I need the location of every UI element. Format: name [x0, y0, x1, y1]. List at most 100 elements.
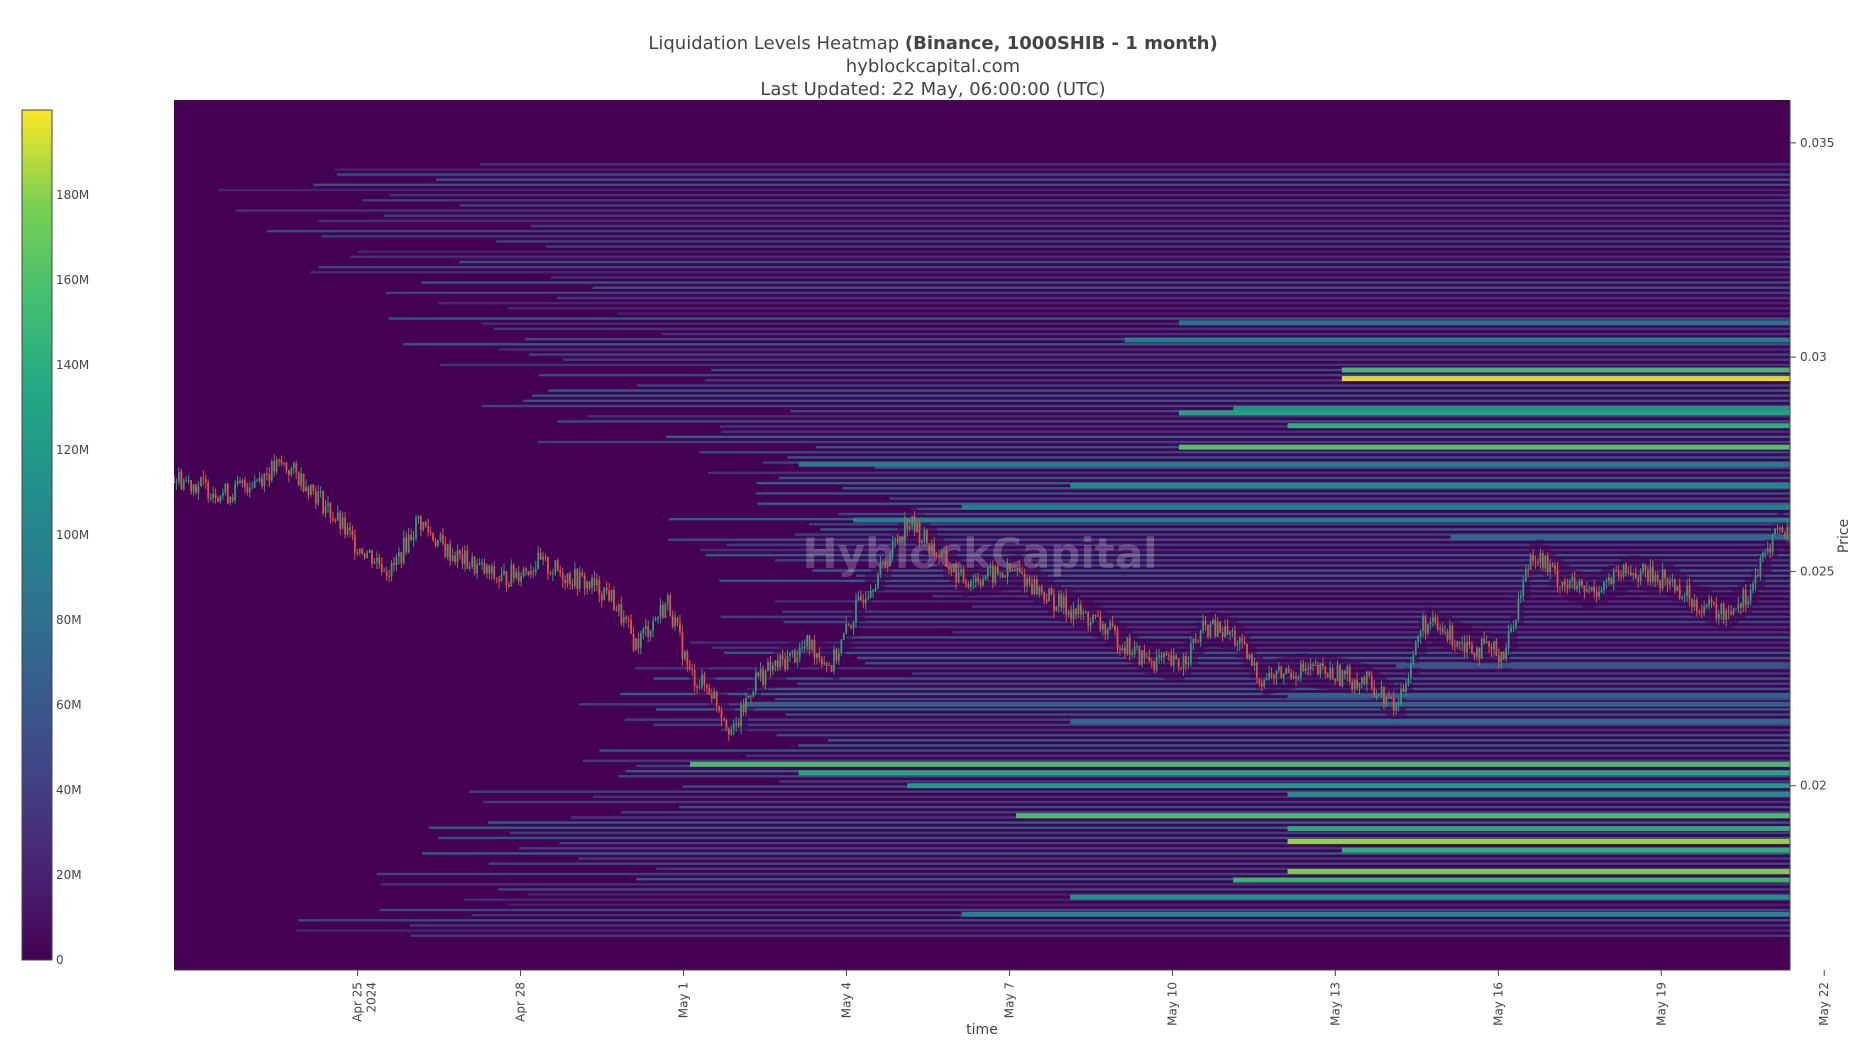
- colorbar: 0 20M 40M 60M 80M 100M 120M 140M 160M 180M: [21, 109, 89, 967]
- price-candle: [1339, 665, 1341, 686]
- liquidation-band: [907, 783, 1790, 789]
- price-candle: [454, 555, 457, 562]
- y-tick-label: 0.02: [1800, 779, 1827, 793]
- price-candle: [982, 579, 984, 586]
- price-candle: [921, 541, 923, 543]
- price-candle: [292, 463, 295, 469]
- price-candle: [1661, 569, 1664, 589]
- price-clear-zone: [1073, 593, 1081, 629]
- price-candle: [886, 565, 889, 567]
- price-candle: [779, 655, 782, 668]
- price-candle: [1573, 577, 1576, 590]
- price-candle: [1302, 663, 1305, 671]
- price-clear-zone: [897, 521, 905, 556]
- price-clear-zone: [1366, 665, 1374, 700]
- price-candle: [358, 549, 361, 553]
- price-candle: [1449, 625, 1451, 640]
- price-candle: [1226, 626, 1229, 635]
- price-candle: [801, 647, 804, 649]
- colorbar-tick-label: 120M: [56, 443, 89, 457]
- price-candle: [334, 519, 337, 521]
- price-clear-zone: [812, 630, 820, 665]
- price-candle: [1375, 695, 1378, 698]
- heatmap-row: [856, 574, 1790, 577]
- price-clear-zone: [415, 509, 423, 544]
- price-candle: [410, 535, 413, 541]
- price-candle: [1527, 569, 1530, 571]
- price-candle: [593, 578, 596, 586]
- price-candle: [1666, 578, 1669, 585]
- price-candle: [930, 543, 933, 551]
- liquidation-band: [1233, 877, 1790, 883]
- chart-title-main: Liquidation Levels Heatmap: [648, 33, 905, 54]
- price-candle: [383, 571, 386, 573]
- price-candle: [207, 481, 210, 499]
- price-candle: [1512, 626, 1515, 628]
- price-candle: [1050, 588, 1053, 595]
- price-candle: [256, 480, 259, 482]
- heatmap-row: [774, 559, 1790, 562]
- price-candle: [1649, 566, 1652, 582]
- price-candle: [686, 651, 689, 665]
- price-clear-zone: [1699, 586, 1707, 621]
- liquidation-band: [961, 911, 1790, 917]
- price-clear-zone: [506, 559, 514, 595]
- price-candle: [862, 599, 865, 604]
- price-clear-zone: [956, 556, 964, 592]
- price-candle: [1084, 612, 1087, 614]
- price-candle: [1639, 571, 1642, 581]
- price-candle: [1683, 596, 1686, 598]
- price-clear-zone: [389, 552, 397, 587]
- price-candle: [925, 530, 928, 544]
- price-candle: [1346, 666, 1349, 675]
- price-candle: [1304, 668, 1307, 671]
- price-clear-zone: [213, 472, 221, 507]
- price-clear-zone: [1034, 568, 1042, 604]
- price-candle: [1246, 643, 1248, 659]
- heatmap-row: [545, 245, 1790, 248]
- price-candle: [1358, 682, 1361, 688]
- price-candle: [1576, 586, 1578, 590]
- price-clear-zone: [1086, 600, 1094, 635]
- price-candle: [1444, 631, 1446, 633]
- heatmap-row: [528, 353, 1790, 356]
- price-candle: [493, 566, 496, 579]
- price-candle: [864, 598, 867, 604]
- price-candle: [1549, 563, 1552, 572]
- colorbar-tick-label: 100M: [56, 528, 89, 542]
- price-candle: [1500, 651, 1503, 662]
- colorbar-tick-label: 140M: [56, 358, 89, 372]
- price-candle: [1634, 573, 1637, 579]
- price-candle: [1727, 610, 1730, 612]
- price-candle: [1427, 624, 1429, 634]
- price-candle: [258, 478, 261, 481]
- price-clear-zone: [1562, 564, 1570, 599]
- heatmap-row: [656, 867, 1790, 871]
- price-candle: [1532, 554, 1534, 562]
- heatmap-row: [838, 512, 1790, 516]
- heatmap-row: [507, 307, 1790, 310]
- price-clear-zone: [721, 693, 729, 728]
- price-candle: [1407, 678, 1410, 685]
- price-candle: [1788, 526, 1790, 542]
- heatmap-row: [267, 229, 1790, 233]
- price-clear-zone: [1764, 539, 1772, 574]
- price-candle: [236, 480, 239, 484]
- price-candle: [591, 578, 593, 589]
- price-clear-zone: [1581, 573, 1589, 608]
- price-candle: [845, 624, 848, 634]
- price-candle: [1671, 579, 1674, 582]
- price-candle: [1138, 646, 1141, 665]
- price-clear-zone: [565, 557, 573, 592]
- heatmap-row: [421, 281, 1790, 284]
- price-candle: [1307, 668, 1310, 670]
- liquidation-band: [1287, 791, 1790, 797]
- price-candle: [1766, 548, 1769, 553]
- price-clear-zone: [1008, 555, 1016, 590]
- heatmap-row: [798, 744, 1790, 747]
- price-candle: [1563, 581, 1566, 585]
- price-candle: [957, 572, 960, 583]
- price-clear-zone: [1229, 617, 1237, 652]
- price-candle: [850, 625, 852, 628]
- heatmap-row: [774, 697, 1790, 701]
